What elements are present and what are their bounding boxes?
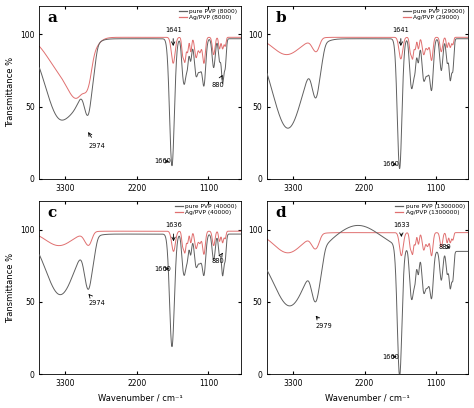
Text: 1660: 1660 <box>382 354 399 360</box>
X-axis label: Wavenumber / cm⁻¹: Wavenumber / cm⁻¹ <box>98 393 182 402</box>
Text: 1633: 1633 <box>393 222 410 236</box>
Y-axis label: Transmittance %: Transmittance % <box>6 57 15 127</box>
Legend: pure PVP (1300000), Ag/PVP (1300000): pure PVP (1300000), Ag/PVP (1300000) <box>395 204 465 216</box>
Text: 2974: 2974 <box>88 133 105 149</box>
X-axis label: Wavenumber / cm⁻¹: Wavenumber / cm⁻¹ <box>326 393 410 402</box>
Text: 2974: 2974 <box>88 295 105 306</box>
Text: 1641: 1641 <box>165 27 182 45</box>
Legend: pure PVP (8000), Ag/PVP (8000): pure PVP (8000), Ag/PVP (8000) <box>178 9 238 21</box>
Text: a: a <box>47 11 57 25</box>
Text: 1660: 1660 <box>155 266 171 272</box>
Text: 1636: 1636 <box>165 222 182 240</box>
Legend: pure PVP (40000), Ag/PVP (40000): pure PVP (40000), Ag/PVP (40000) <box>174 204 238 216</box>
Legend: pure PVP (29000), Ag/PVP (29000): pure PVP (29000), Ag/PVP (29000) <box>402 9 465 21</box>
Text: c: c <box>47 206 57 220</box>
Text: 1660: 1660 <box>382 161 399 167</box>
Text: 1641: 1641 <box>392 27 409 45</box>
Text: 1660: 1660 <box>155 158 171 164</box>
Text: b: b <box>275 11 286 25</box>
Text: 2979: 2979 <box>316 316 333 329</box>
Text: 880: 880 <box>211 253 224 264</box>
Text: 880: 880 <box>211 75 224 88</box>
Y-axis label: Transmittance %: Transmittance % <box>6 253 15 322</box>
Text: 880: 880 <box>439 244 451 250</box>
Text: d: d <box>275 206 286 220</box>
